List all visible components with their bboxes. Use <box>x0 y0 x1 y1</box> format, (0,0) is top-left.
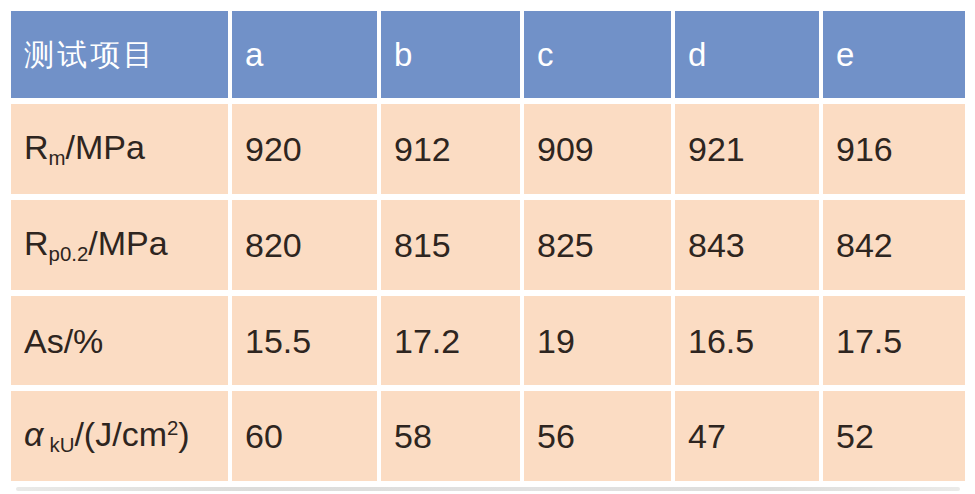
header-cell-sample-e: e <box>823 11 965 98</box>
table-cell: 56 <box>524 391 671 481</box>
table-cell-label: 916 <box>836 132 893 166</box>
table-cell-label: 17.5 <box>836 324 902 358</box>
page: 测试项目 a b c d e Rm/MPa 920 912 909 921 916 Rp0.2/MPa 8… <box>0 0 975 494</box>
row-label: Rm/MPa <box>11 104 228 194</box>
table-cell-label: 825 <box>537 228 594 262</box>
row-label-segment-sup: 2 <box>167 417 178 439</box>
table-cell: 909 <box>524 104 671 194</box>
table-cell-label: 47 <box>688 419 726 453</box>
table-cell: 47 <box>675 391 819 481</box>
header-cell-sample-d: d <box>675 11 819 98</box>
row-label-segment: /(J/cm <box>74 415 167 453</box>
table-cell-label: 920 <box>245 132 302 166</box>
header-cell-sample-c-label: c <box>537 38 554 71</box>
row-label-label: Rp0.2/MPa <box>24 226 168 264</box>
cropped-next-row-edge <box>16 487 960 491</box>
table-cell-label: 909 <box>537 132 594 166</box>
table-cell: 920 <box>232 104 377 194</box>
table-cell-label: 15.5 <box>245 324 311 358</box>
row-label-segment: R <box>24 128 49 166</box>
table-cell-label: 820 <box>245 228 302 262</box>
row-label-segment: /MPa <box>88 224 167 262</box>
row-label-label: Rm/MPa <box>24 130 145 168</box>
table-cell-label: 58 <box>394 419 432 453</box>
header-cell-sample-b-label: b <box>394 38 412 71</box>
table-cell-label: 16.5 <box>688 324 754 358</box>
header-cell-sample-e-label: e <box>836 38 854 71</box>
header-cell-test-item-label: 测试项目 <box>24 40 156 70</box>
table-cell: 17.5 <box>823 296 965 385</box>
header-cell-sample-d-label: d <box>688 38 706 71</box>
table-cell: 842 <box>823 200 965 290</box>
row-label: αkU/(J/cm2) <box>11 391 228 481</box>
header-cell-test-item: 测试项目 <box>11 11 228 98</box>
row-label-label: αkU/(J/cm2) <box>24 417 190 455</box>
header-cell-sample-b: b <box>381 11 520 98</box>
table-cell: 16.5 <box>675 296 819 385</box>
table-cell: 15.5 <box>232 296 377 385</box>
table-cell: 825 <box>524 200 671 290</box>
table-cell-label: 815 <box>394 228 451 262</box>
row-label-segment: /MPa <box>66 128 145 166</box>
results-table: 测试项目 a b c d e Rm/MPa 920 912 909 921 916 Rp0.2/MPa 8… <box>11 11 965 481</box>
header-cell-sample-a-label: a <box>245 38 263 71</box>
row-label: As/% <box>11 296 228 385</box>
row-label-segment-sub: kU <box>50 434 75 456</box>
row-label-segment-italic: α <box>24 415 43 453</box>
table-cell: 815 <box>381 200 520 290</box>
table-cell-label: 17.2 <box>394 324 460 358</box>
table-cell: 60 <box>232 391 377 481</box>
table-cell-label: 60 <box>245 419 283 453</box>
header-cell-sample-c: c <box>524 11 671 98</box>
header-cell-sample-a: a <box>232 11 377 98</box>
table-cell-label: 19 <box>537 324 575 358</box>
table-cell-label: 842 <box>836 228 893 262</box>
table-cell: 843 <box>675 200 819 290</box>
table-cell-label: 912 <box>394 132 451 166</box>
table-cell: 17.2 <box>381 296 520 385</box>
table-cell: 58 <box>381 391 520 481</box>
row-label-label: As/% <box>24 324 103 358</box>
row-label: Rp0.2/MPa <box>11 200 228 290</box>
table-cell: 916 <box>823 104 965 194</box>
row-label-segment: ) <box>178 415 189 453</box>
table-cell: 820 <box>232 200 377 290</box>
row-label-segment: As/% <box>24 322 103 360</box>
table-cell-label: 52 <box>836 419 874 453</box>
table-cell: 52 <box>823 391 965 481</box>
table-cell-label: 56 <box>537 419 575 453</box>
table-cell: 912 <box>381 104 520 194</box>
table-cell: 921 <box>675 104 819 194</box>
table-cell: 19 <box>524 296 671 385</box>
row-label-segment: R <box>24 224 49 262</box>
table-cell-label: 921 <box>688 132 745 166</box>
table-cell-label: 843 <box>688 228 745 262</box>
row-label-segment-sub: m <box>49 147 66 169</box>
row-label-segment-sub: p0.2 <box>49 243 89 265</box>
